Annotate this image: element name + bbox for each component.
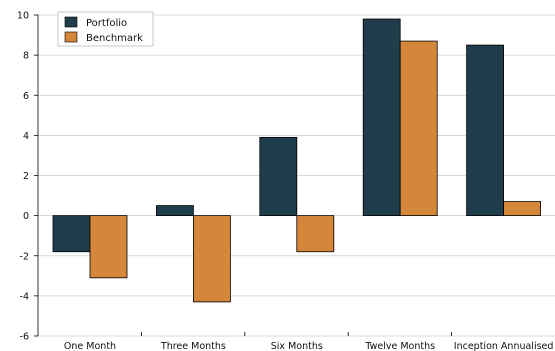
y-tick-label: 10 — [17, 11, 29, 22]
bar-benchmark — [503, 201, 542, 217]
bar-portfolio — [362, 18, 401, 217]
bar-benchmark — [296, 215, 335, 253]
legend-swatch-portfolio — [64, 16, 78, 28]
bar-benchmark — [192, 215, 231, 303]
y-tick-label: 2 — [23, 171, 29, 182]
legend-label-portfolio: Portfolio — [86, 18, 127, 29]
bar-portfolio — [259, 136, 298, 217]
y-tick-label: -4 — [20, 291, 29, 302]
y-tick-label: 0 — [23, 211, 29, 222]
bars — [52, 18, 542, 303]
bar-benchmark — [399, 40, 438, 217]
axes: -6 -4 -2 0 2 4 6 8 10 One Month Three Months Six Mo… — [17, 11, 554, 351]
x-tick-label: Three Months — [160, 341, 226, 351]
legend-label-benchmark: Benchmark — [86, 33, 143, 44]
y-tick-label: 8 — [23, 51, 29, 62]
bar-portfolio — [466, 44, 505, 217]
y-tick-label: -2 — [20, 251, 29, 262]
legend-swatch-benchmark — [64, 31, 78, 43]
bar-portfolio — [155, 205, 194, 217]
y-tick-label: 4 — [23, 131, 29, 142]
bar-benchmark — [89, 215, 128, 279]
x-tick-label: Six Months — [271, 341, 323, 351]
y-tick-label: -6 — [20, 332, 29, 343]
x-tick-label: Inception Annualised — [454, 341, 554, 351]
legend: Portfolio Benchmark — [57, 11, 154, 47]
x-tick-label: Twelve Months — [364, 341, 435, 351]
y-tick-label: 6 — [23, 91, 29, 102]
bar-portfolio — [52, 215, 91, 253]
x-tick-label: One Month — [64, 341, 116, 351]
